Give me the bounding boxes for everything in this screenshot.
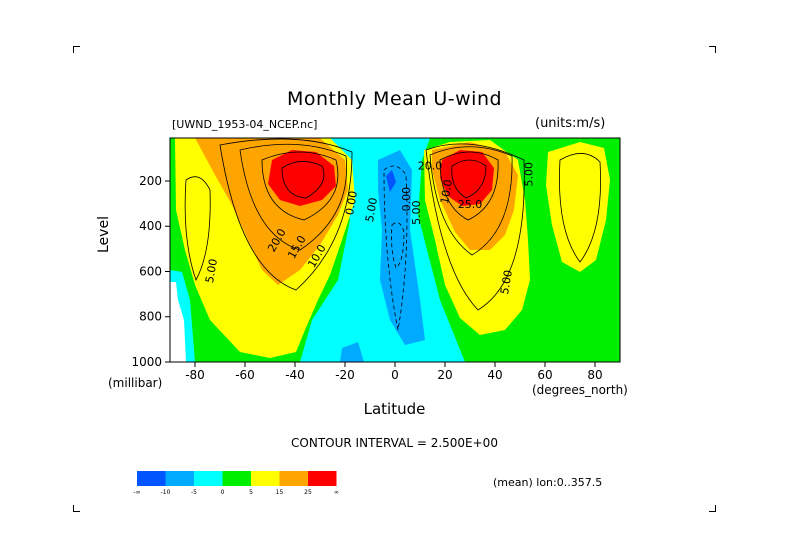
units-label: (units:m/s) xyxy=(535,116,606,131)
region-missing-data xyxy=(170,282,186,362)
contour-value-label: 5.00 xyxy=(523,162,536,187)
colorbar-tick-label: 15 xyxy=(276,489,284,496)
x-tick-label: -80 xyxy=(185,368,205,382)
contour-labels: 20.015.010.00.00 5.005.0020.025.010.05.00… xyxy=(203,160,535,296)
region-blue-easterlies xyxy=(378,150,425,345)
contour-north-inner xyxy=(451,159,487,199)
colorbar: -∞ -10 -5 0 5 15 25 ∞ xyxy=(133,471,339,496)
chart-title: Monthly Mean U-wind xyxy=(286,88,503,110)
corner-mark-top-left xyxy=(73,46,80,53)
colorbar-swatch xyxy=(251,471,280,486)
longitude-mean-note: (mean) lon:0..357.5 xyxy=(493,476,603,489)
contour-south-1 xyxy=(261,151,339,221)
colorbar-tick-label: 0 xyxy=(221,489,225,496)
y-tick-label: 200 xyxy=(139,174,162,188)
colorbar-swatch xyxy=(165,471,194,486)
colorbar-tick-label: 25 xyxy=(304,489,312,496)
x-tick-label: -60 xyxy=(235,368,255,382)
x-axis-ticks: -80 -60 -40 -20 0 20 40 60 80 xyxy=(185,362,603,382)
colorbar-tick-label: -∞ xyxy=(133,489,140,496)
contour-value-label: 5.00 xyxy=(498,269,515,295)
colorbar-tick-label: -10 xyxy=(161,489,171,496)
corner-mark-bottom-left xyxy=(73,505,80,512)
contour-lines xyxy=(184,138,601,311)
contour-polar-north xyxy=(559,153,601,263)
contour-south-2 xyxy=(239,143,348,251)
y-tick-label: 600 xyxy=(139,264,162,278)
region-red-north-jet xyxy=(440,150,494,206)
x-tick-label: 40 xyxy=(487,368,502,382)
contour-value-label: 0.00 xyxy=(343,190,360,216)
contour-easterly-2 xyxy=(391,222,405,269)
x-tick-label: 60 xyxy=(537,368,552,382)
colorbar-swatch xyxy=(279,471,308,486)
corner-mark-top-right xyxy=(709,46,716,53)
x-tick-label: -40 xyxy=(285,368,305,382)
contour-value-label: 20.0 xyxy=(418,160,443,173)
x-tick-label: -20 xyxy=(335,368,355,382)
contour-easterly-1 xyxy=(383,165,408,331)
contour-value-label: 10.0 xyxy=(438,179,455,205)
colorbar-swatch xyxy=(222,471,251,486)
contour-polar-south xyxy=(184,176,211,281)
colorbar-swatch xyxy=(308,471,337,486)
contour-south-3 xyxy=(219,138,353,291)
contour-north-3 xyxy=(425,143,525,311)
y-tick-label: 800 xyxy=(139,310,162,324)
contour-value-label: 5.00 xyxy=(363,197,380,223)
y-axis-units: (millibar) xyxy=(108,376,163,390)
x-axis-title: Latitude xyxy=(363,400,426,418)
region-red-south-jet xyxy=(268,150,336,206)
contour-value-label: 0.00 xyxy=(400,187,413,212)
region-blue-surface xyxy=(340,342,364,362)
x-tick-label: 0 xyxy=(391,368,399,382)
contour-south-inner xyxy=(281,161,325,199)
contour-value-label: 5.00 xyxy=(203,258,220,284)
y-axis-ticks: 200 400 600 800 1000 xyxy=(131,174,170,369)
colorbar-tick-label: ∞ xyxy=(334,489,339,496)
dataset-label: [UWND_1953-04_NCEP.nc] xyxy=(172,118,318,131)
contour-north-1 xyxy=(439,151,499,221)
x-axis-units: (degrees_north) xyxy=(532,383,628,397)
colorbar-tick-label: -5 xyxy=(191,489,197,496)
contour-field xyxy=(170,138,620,362)
x-tick-label: 20 xyxy=(437,368,452,382)
x-tick-label: 80 xyxy=(587,368,602,382)
y-tick-label: 1000 xyxy=(131,355,162,369)
y-tick-label: 400 xyxy=(139,219,162,233)
colorbar-tick-label: 5 xyxy=(249,489,253,496)
contour-interval-label: CONTOUR INTERVAL = 2.500E+00 xyxy=(291,436,498,450)
region-yellow-polar-north xyxy=(546,142,610,272)
contour-lines-negative xyxy=(383,165,408,331)
corner-mark-bottom-right xyxy=(709,505,716,512)
colorbar-swatch xyxy=(137,471,166,486)
contour-value-label: 25.0 xyxy=(458,198,483,211)
contour-north-2 xyxy=(429,146,513,256)
colorbar-swatch xyxy=(194,471,223,486)
contour-value-label: 5.00 xyxy=(410,200,423,225)
region-darkblue-spot xyxy=(386,170,396,192)
